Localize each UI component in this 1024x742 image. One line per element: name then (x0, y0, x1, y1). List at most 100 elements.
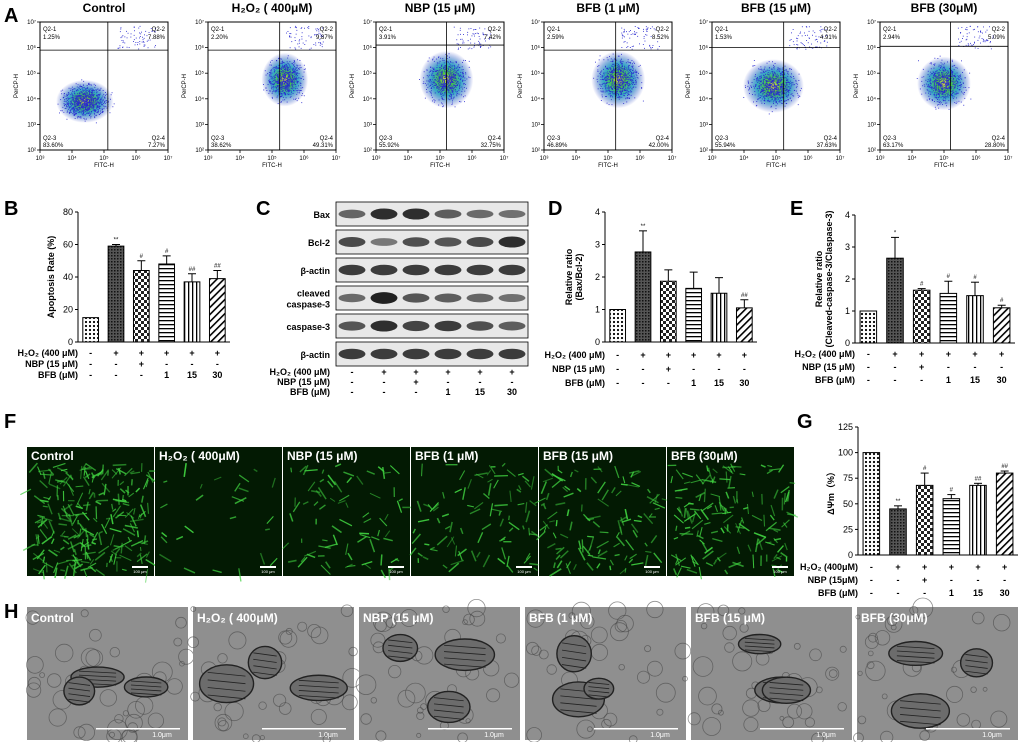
flow-event (747, 81, 749, 83)
flow-event (606, 82, 608, 83)
flow-event (461, 72, 463, 73)
flow-event (620, 72, 622, 74)
flow-event (463, 76, 464, 78)
flow-event (288, 79, 290, 80)
flow-event (948, 77, 950, 79)
flow-event (933, 84, 935, 86)
flow-event (938, 78, 940, 80)
flow-event (952, 76, 954, 78)
flow-event (773, 64, 774, 66)
flow-event (455, 89, 456, 91)
flow-event (951, 81, 953, 83)
flow-event (489, 38, 491, 39)
flow-event (758, 86, 760, 88)
flow-event (80, 97, 82, 99)
flow-event (441, 78, 443, 79)
flow-event (449, 76, 451, 78)
flow-event (936, 92, 938, 93)
flow-event (271, 88, 272, 90)
flow-event (760, 78, 762, 80)
flow-event (456, 62, 457, 64)
flow-event (616, 69, 618, 71)
flow-event (92, 97, 94, 98)
flow-event (447, 80, 448, 82)
flow-event (609, 67, 611, 68)
flow-event (948, 83, 950, 85)
flow-event (618, 84, 619, 86)
flow-event (86, 87, 88, 89)
flow-y-axis-label: PerCP-H (14, 74, 20, 98)
flow-event (943, 91, 945, 93)
flow-event (934, 101, 935, 102)
flow-event (290, 79, 292, 81)
flow-event (600, 88, 602, 89)
flow-event (426, 84, 427, 86)
flow-event (928, 86, 930, 88)
flow-event (89, 100, 90, 102)
flow-event (610, 86, 612, 88)
flow-event (805, 48, 807, 50)
flow-event (778, 93, 780, 95)
flow-event (88, 95, 90, 97)
flow-event (68, 107, 70, 109)
flow-event (647, 27, 649, 29)
flow-event (928, 90, 930, 92)
flow-event (98, 98, 99, 100)
flow-event (927, 81, 928, 83)
flow-event (946, 86, 947, 88)
flow-event (297, 81, 299, 83)
flow-event (781, 88, 783, 90)
flow-event (283, 75, 284, 77)
flow-event (89, 84, 91, 86)
flow-event (601, 75, 603, 77)
flow-event (631, 91, 633, 93)
flow-event (86, 97, 88, 99)
flow-event (435, 71, 437, 73)
flow-event (81, 99, 83, 101)
flow-event (285, 70, 286, 72)
flow-event (289, 79, 291, 80)
flow-event (428, 85, 430, 87)
flow-event (788, 91, 789, 93)
flow-event (951, 86, 952, 88)
flow-event (933, 80, 935, 82)
flow-event (628, 77, 630, 78)
flow-event (593, 77, 595, 79)
flow-event (81, 79, 83, 81)
flow-event (764, 94, 766, 96)
flow-event (614, 59, 616, 61)
flow-event (287, 81, 289, 83)
panel-letter-h: H (4, 601, 18, 623)
flow-event (84, 105, 86, 107)
flow-event (945, 83, 947, 85)
flow-event (937, 99, 938, 100)
flow-event (69, 113, 71, 114)
flow-event (281, 94, 283, 96)
flow-event (432, 71, 434, 72)
flow-event (768, 74, 769, 76)
flow-event (610, 86, 612, 87)
flow-event (628, 80, 630, 82)
flow-event (449, 66, 451, 68)
flow-event (619, 96, 620, 98)
flow-event (618, 87, 620, 88)
flow-event (451, 78, 453, 80)
flow-event (82, 114, 84, 116)
flow-event (462, 80, 463, 82)
flow-event (77, 97, 79, 99)
flow-event (643, 36, 645, 37)
flow-event (624, 73, 626, 74)
flow-event (945, 82, 947, 84)
flow-event (771, 80, 773, 82)
flow-quadrant-value: 32.75% (481, 143, 502, 149)
flow-event (774, 84, 776, 86)
flow-event (285, 97, 287, 99)
flow-event (762, 88, 764, 90)
flow-event (85, 91, 87, 93)
flow-event (624, 66, 626, 68)
flow-event (809, 46, 811, 48)
flow-event (619, 78, 621, 80)
flow-event (442, 103, 444, 105)
flow-event (766, 86, 768, 87)
flow-event (623, 72, 625, 74)
